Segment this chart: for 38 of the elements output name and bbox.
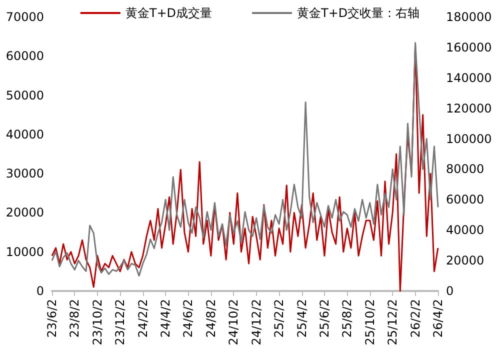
x-tick-label: 25/4/2 — [294, 299, 309, 338]
y-tick-label: 30000 — [6, 166, 44, 181]
x-tick-label: 24/8/2 — [204, 299, 218, 338]
x-tick-label: 25/6/2 — [317, 299, 332, 338]
y-tick-label: 10000 — [6, 244, 44, 259]
y-tick-label: 60000 — [6, 49, 44, 64]
y-tick-label: 20000 — [6, 206, 44, 220]
y-tick-label: 0 — [36, 284, 44, 298]
y2-tick-label: 100000 — [446, 132, 492, 146]
y2-tick-label: 20000 — [446, 254, 484, 268]
y2-tick-label: 60000 — [446, 192, 484, 207]
legend-label: 黄金T+D成交量 — [125, 6, 212, 20]
x-tick-label: 25/8/2 — [340, 299, 354, 338]
x-tick-label: 25/12/2 — [386, 299, 400, 346]
y2-tick-label: 180000 — [446, 10, 492, 24]
x-tick-label: 24/4/2 — [158, 299, 173, 338]
x-tick-label: 24/2/2 — [136, 299, 150, 338]
x-tick-label: 23/8/2 — [68, 299, 82, 338]
y2-tick-label: 0 — [446, 284, 454, 298]
x-tick-label: 26/2/2 — [408, 299, 422, 338]
y-tick-label: 70000 — [6, 10, 44, 24]
y-tick-label: 40000 — [6, 127, 44, 142]
x-tick-label: 24/6/2 — [181, 299, 196, 338]
legend-label: 黄金T+D交收量：右轴 — [297, 6, 420, 20]
y2-tick-label: 140000 — [446, 70, 492, 85]
y2-tick-label: 80000 — [446, 162, 484, 176]
y-tick-label: 50000 — [6, 88, 44, 102]
x-tick-label: 23/12/2 — [113, 299, 128, 346]
y2-tick-label: 120000 — [446, 101, 492, 116]
x-tick-label: 23/6/2 — [45, 299, 59, 338]
y2-tick-label: 40000 — [446, 223, 484, 238]
x-tick-label: 25/10/2 — [362, 299, 377, 346]
x-tick-label: 24/12/2 — [249, 299, 264, 346]
x-tick-label: 24/10/2 — [226, 299, 241, 346]
x-tick-label: 23/10/2 — [90, 299, 104, 346]
x-tick-label: 26/4/2 — [431, 299, 445, 338]
y2-tick-label: 160000 — [446, 40, 492, 54]
x-tick-label: 25/2/2 — [272, 299, 286, 338]
